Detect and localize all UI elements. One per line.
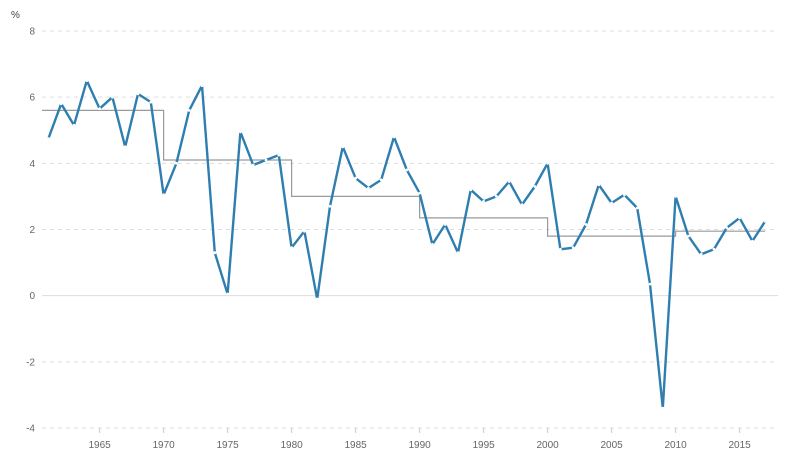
data-point[interactable] (379, 178, 383, 182)
data-point[interactable] (392, 135, 396, 139)
data-point[interactable] (495, 195, 498, 198)
data-point[interactable] (610, 201, 613, 205)
x-tick-label: 1985 (344, 440, 367, 451)
x-tick-label: 1970 (152, 440, 175, 451)
data-point[interactable] (251, 163, 255, 167)
data-point[interactable] (213, 251, 217, 255)
y-tick-label: -4 (26, 424, 35, 435)
data-point[interactable] (712, 247, 716, 251)
x-tick-label: 2010 (664, 440, 687, 451)
data-point[interactable] (699, 252, 703, 256)
data-point[interactable] (443, 223, 447, 226)
data-point[interactable] (47, 137, 50, 140)
data-point[interactable] (405, 168, 409, 172)
data-point[interactable] (546, 161, 549, 165)
y-tick-label: 2 (29, 225, 35, 236)
y-tick-label: 6 (29, 93, 35, 104)
data-point[interactable] (264, 158, 268, 162)
data-point[interactable] (469, 188, 473, 192)
data-point[interactable] (571, 246, 575, 250)
data-point[interactable] (328, 204, 332, 208)
gridlines (42, 30, 778, 429)
data-point[interactable] (290, 246, 293, 250)
y-tick-label: -2 (26, 357, 35, 368)
data-point[interactable] (456, 251, 460, 255)
x-tick-label: 2015 (728, 440, 751, 451)
data-point[interactable] (303, 229, 306, 233)
data-point[interactable] (354, 176, 357, 180)
growth-series (47, 79, 767, 410)
data-point[interactable] (111, 95, 114, 99)
x-tick-label: 1965 (88, 440, 111, 451)
data-point[interactable] (136, 92, 140, 96)
data-point-markers (47, 79, 767, 410)
data-point[interactable] (226, 292, 230, 296)
data-point[interactable] (725, 226, 729, 230)
data-point[interactable] (559, 247, 562, 251)
y-tick-label: 8 (29, 27, 35, 38)
y-axis-unit-label: % (11, 10, 20, 21)
x-tick-label: 1975 (216, 440, 239, 451)
data-point[interactable] (507, 180, 511, 183)
data-point[interactable] (175, 161, 178, 165)
data-point[interactable] (687, 234, 690, 238)
data-point[interactable] (533, 185, 537, 188)
decade-average-step-line (42, 109, 766, 237)
growth-line (47, 79, 767, 410)
data-point[interactable] (277, 153, 281, 157)
data-point[interactable] (674, 195, 677, 198)
data-point[interactable] (482, 200, 485, 203)
data-point[interactable] (98, 107, 101, 111)
data-point[interactable] (187, 109, 191, 112)
data-point[interactable] (162, 193, 166, 197)
data-point[interactable] (751, 239, 754, 243)
y-tick-label: 4 (29, 159, 35, 170)
data-point[interactable] (597, 183, 601, 187)
data-point[interactable] (661, 406, 665, 410)
data-point[interactable] (520, 203, 524, 207)
x-tick-label: 1980 (280, 440, 303, 451)
data-point[interactable] (59, 102, 63, 106)
x-tick-label: 2000 (536, 440, 559, 451)
data-point[interactable] (635, 206, 639, 210)
data-point[interactable] (431, 243, 434, 246)
data-point[interactable] (123, 145, 127, 149)
data-point[interactable] (341, 145, 345, 149)
data-point[interactable] (85, 79, 89, 82)
data-point[interactable] (239, 130, 242, 134)
data-point[interactable] (72, 123, 76, 127)
data-point[interactable] (149, 100, 153, 104)
data-point[interactable] (763, 219, 767, 223)
x-tick-label: 1995 (472, 440, 495, 451)
data-point[interactable] (367, 186, 370, 190)
x-axis-ticks: 1965 1970 1975 1980 1985 1990 1995 2000 2005 2010… (88, 428, 751, 451)
decade-average-line (42, 109, 766, 237)
y-tick-label: 0 (29, 291, 35, 302)
data-point[interactable] (648, 282, 652, 286)
y-axis-ticks: -4 -2 0 2 4 6 8 (26, 27, 35, 435)
data-point[interactable] (315, 297, 319, 301)
data-point[interactable] (623, 193, 626, 197)
x-tick-label: 1990 (408, 440, 431, 451)
data-point[interactable] (418, 191, 421, 195)
data-point[interactable] (738, 216, 741, 220)
x-tick-label: 2005 (600, 440, 623, 451)
data-point[interactable] (200, 84, 204, 87)
data-point[interactable] (584, 223, 588, 226)
